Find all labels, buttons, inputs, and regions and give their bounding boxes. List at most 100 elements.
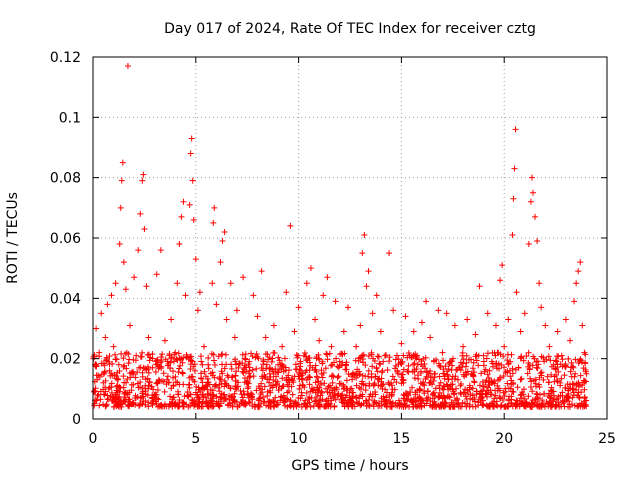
- data-point: [444, 393, 451, 400]
- data-point: [258, 268, 265, 275]
- data-point: [447, 382, 454, 389]
- data-point: [492, 387, 499, 394]
- data-point: [329, 372, 336, 379]
- data-point: [185, 403, 192, 410]
- data-point: [170, 383, 177, 390]
- data-point: [505, 316, 512, 323]
- data-point: [315, 387, 322, 394]
- data-point: [145, 403, 152, 410]
- data-point: [460, 356, 467, 363]
- data-point: [145, 351, 152, 358]
- data-point: [568, 359, 575, 366]
- data-point: [249, 353, 256, 360]
- data-point: [476, 283, 483, 290]
- data-point: [529, 189, 536, 196]
- data-point: [253, 365, 260, 372]
- data-point: [579, 322, 586, 329]
- data-point: [264, 392, 271, 399]
- data-point: [220, 398, 227, 405]
- data-point: [111, 403, 118, 410]
- data-point: [270, 398, 277, 405]
- data-point: [463, 371, 470, 378]
- data-point: [390, 307, 397, 314]
- data-point: [177, 362, 184, 369]
- data-point: [126, 356, 133, 363]
- data-point: [270, 322, 277, 329]
- data-point: [333, 355, 340, 362]
- data-point: [329, 379, 336, 386]
- data-point: [267, 382, 274, 389]
- data-point: [518, 354, 525, 361]
- data-point: [216, 375, 223, 382]
- data-point: [425, 394, 432, 401]
- data-point: [229, 403, 236, 410]
- data-point: [467, 395, 474, 402]
- data-point: [559, 356, 566, 363]
- data-point: [492, 322, 499, 329]
- data-point: [546, 400, 553, 407]
- data-point: [374, 353, 381, 360]
- data-point: [452, 373, 459, 380]
- data-point: [172, 402, 179, 409]
- data-point: [562, 384, 569, 391]
- data-point: [218, 394, 225, 401]
- data-point: [296, 376, 303, 383]
- data-point: [246, 399, 253, 406]
- data-point: [164, 373, 171, 380]
- data-point: [346, 394, 353, 401]
- data-point: [514, 403, 521, 410]
- data-point: [233, 368, 240, 375]
- data-point: [295, 352, 302, 359]
- y-axis: 0 0.02 0.04 0.06 0.08 0.1 0.12: [50, 50, 607, 428]
- data-point: [286, 402, 293, 409]
- data-point: [233, 307, 240, 314]
- data-point: [324, 274, 331, 281]
- data-point: [505, 396, 512, 403]
- data-point: [335, 373, 342, 380]
- data-point: [205, 361, 212, 368]
- data-point: [137, 210, 144, 217]
- data-point: [528, 174, 535, 181]
- data-point: [337, 393, 344, 400]
- data-point: [307, 388, 314, 395]
- data-point: [144, 363, 151, 370]
- data-point: [485, 381, 492, 388]
- data-point: [298, 389, 305, 396]
- data-point: [532, 380, 539, 387]
- data-point: [240, 388, 247, 395]
- data-point: [405, 362, 412, 369]
- data-point: [334, 374, 341, 381]
- data-point: [577, 372, 584, 379]
- data-point: [261, 383, 268, 390]
- data-point: [216, 403, 223, 410]
- data-point: [115, 361, 122, 368]
- data-point: [465, 356, 472, 363]
- data-point: [108, 380, 115, 387]
- data-point: [179, 370, 186, 377]
- data-point: [301, 400, 308, 407]
- data-point: [484, 350, 491, 357]
- data-point: [424, 388, 431, 395]
- data-point: [98, 360, 105, 367]
- data-point: [534, 365, 541, 372]
- data-point: [398, 340, 405, 347]
- data-point: [480, 352, 487, 359]
- data-point: [510, 195, 517, 202]
- x-tick-label: 0: [89, 431, 98, 447]
- data-point: [244, 379, 251, 386]
- data-point: [423, 373, 430, 380]
- data-point: [414, 395, 421, 402]
- data-point: [275, 361, 282, 368]
- data-point: [187, 365, 194, 372]
- data-point: [458, 391, 465, 398]
- data-point: [293, 352, 300, 359]
- data-point: [121, 362, 128, 369]
- data-point: [529, 388, 536, 395]
- data-point: [341, 397, 348, 404]
- data-point: [534, 394, 541, 401]
- data-point: [553, 377, 560, 384]
- data-point: [200, 385, 207, 392]
- data-point: [231, 390, 238, 397]
- data-point: [118, 350, 125, 357]
- data-point: [120, 373, 127, 380]
